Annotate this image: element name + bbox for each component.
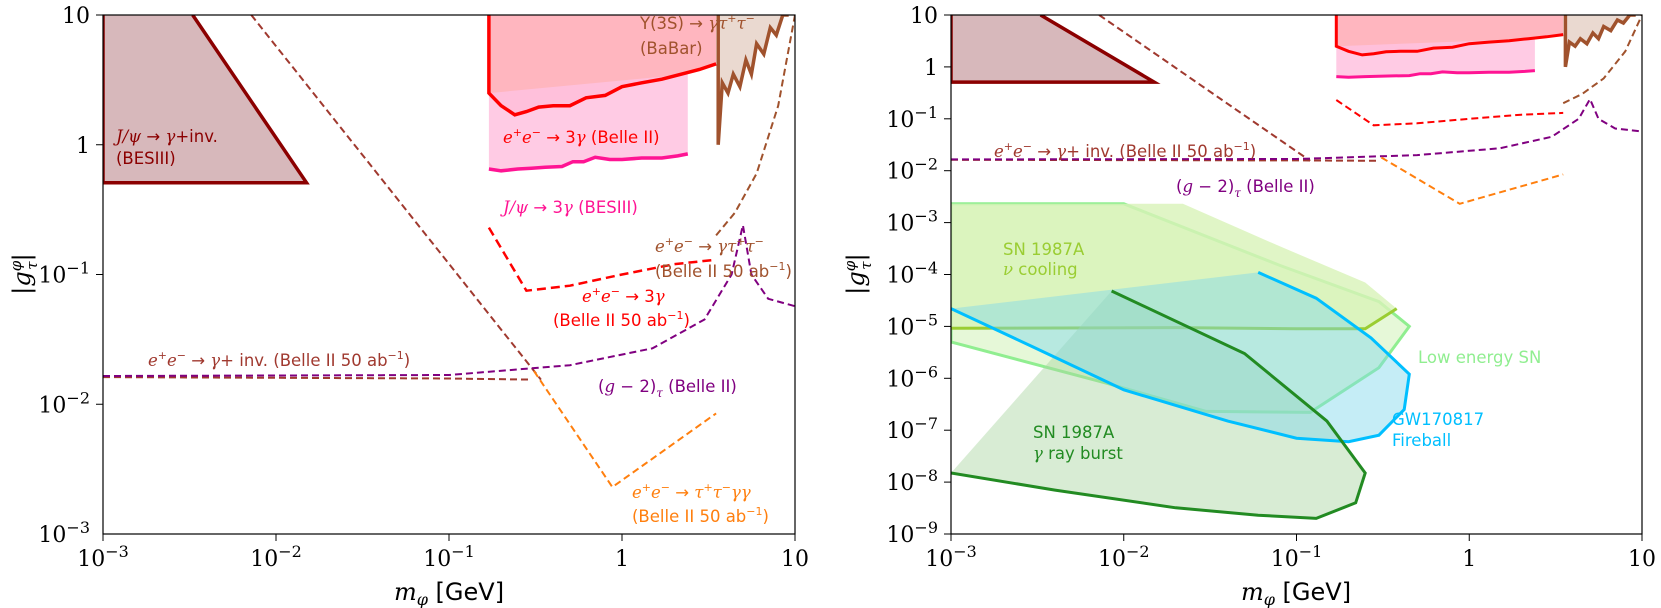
- r-y-tick-1e-7: 10−7: [886, 414, 938, 444]
- x-tick-1e-2: 10−2: [250, 542, 302, 572]
- r-belle2-3gamma-line: [1334, 15, 1564, 57]
- belle2-50-tautaugg-dashed: [533, 370, 717, 489]
- left-plot-area: [103, 15, 795, 489]
- r-x-tick-10: 10: [1628, 547, 1656, 572]
- babar-line: [716, 15, 789, 145]
- right-panel: 10−3 10−2 10−1 1 10 10 1 10−1 10−2 10−3 …: [841, 4, 1656, 608]
- r-besiii-3gamma-line: [1336, 69, 1536, 79]
- ann-belle2-50-ttgg-2: (Belle II 50 ab−1): [632, 505, 769, 526]
- y-tick-1e-3: 10−3: [38, 518, 90, 548]
- r-x-tick-1e-3: 10−3: [925, 542, 977, 572]
- r-x-tick-1: 1: [1462, 547, 1476, 572]
- r-besiii-jpsi-inv-line: [951, 15, 1161, 84]
- r-g-2-tau-dashed: [951, 96, 1642, 161]
- ann-babar-1: Υ(3S) → γτ+τ−: [639, 12, 755, 33]
- r-y-tick-10: 10: [910, 4, 938, 29]
- r-y-tick-1: 1: [924, 56, 938, 81]
- belle2-50-gamma-inv-dashed: [103, 376, 532, 381]
- r-belle2-50-gamma-tautau-dashed: [1562, 15, 1642, 105]
- r-besiii-jpsi-inv-region: [951, 15, 1155, 83]
- r-ann-gw-1: GW170817: [1392, 410, 1484, 429]
- ann-belle2-50-gtt-1: e+e− → γτ+τ−: [655, 235, 764, 256]
- right-y-tick-labels: 10 1 10−1 10−2 10−3 10−4 10−5 10−6 10−7 …: [886, 4, 938, 548]
- r-ann-g-2-tau: (g − 2)τ (Belle II): [1176, 177, 1315, 200]
- belle2-50-3gamma-dashed: [487, 226, 717, 293]
- r-y-tick-1e-2: 10−2: [886, 155, 938, 185]
- r-belle2-50-tautaugg-dashed: [1380, 156, 1564, 205]
- x-tick-1e-1: 10−1: [423, 542, 475, 572]
- left-ticks: [96, 14, 796, 541]
- r-y-tick-1e-1: 10−1: [886, 103, 938, 133]
- babar-region: [718, 15, 789, 145]
- r-y-tick-1e-8: 10−8: [886, 466, 938, 496]
- x-tick-10: 10: [781, 547, 809, 572]
- ann-belle2-3gamma: e+e− → 3γ (Belle II): [503, 126, 660, 147]
- y-tick-1: 1: [76, 134, 90, 159]
- y-tick-1e-1: 10−1: [38, 259, 90, 289]
- r-ann-low-sn: Low energy SN: [1418, 348, 1541, 367]
- right-x-tick-labels: 10−3 10−2 10−1 1 10: [925, 542, 1656, 572]
- besiii-jpsi-inv-region: [103, 15, 307, 183]
- ann-belle2-50-gtt-2: (Belle II 50 ab−1): [655, 260, 792, 281]
- r-besiii-3gamma-region: [1336, 38, 1535, 78]
- ann-babar-2: (BaBar): [640, 39, 703, 58]
- r-y-tick-1e-6: 10−6: [886, 362, 938, 392]
- ann-belle2-50-ginv: e+e− → γ+ inv. (Belle II 50 ab−1): [148, 349, 410, 370]
- left-y-tick-labels: 10 1 10−1 10−2 10−3: [38, 4, 90, 548]
- besiii-3gamma-region: [488, 74, 688, 171]
- r-ann-sn-nu-2: ν cooling: [1003, 260, 1078, 279]
- besiii-3gamma-line: [488, 152, 689, 173]
- r-besiii-extrapolation-dashed: [1098, 15, 1311, 162]
- r-y-tick-1e-4: 10−4: [886, 259, 938, 289]
- left-y-axis-label: |gφτ|: [7, 253, 41, 294]
- ann-besiii-3gamma: J/ψ → 3γ (BESIII): [500, 198, 638, 217]
- sn1987a-gamma-burst-line: [951, 289, 1367, 520]
- right-plot-area: [951, 15, 1642, 520]
- left-x-axis-label: mφ [GeV]: [394, 578, 504, 608]
- right-x-axis-label: mφ [GeV]: [1241, 578, 1351, 608]
- ann-belle2-50-ttgg-1: e+e− → τ+τ−γγ: [632, 481, 751, 502]
- r-x-tick-1e-2: 10−2: [1098, 542, 1150, 572]
- r-y-tick-1e-3: 10−3: [886, 207, 938, 237]
- left-x-tick-labels: 10−3 10−2 10−1 1 10: [77, 542, 809, 572]
- r-ann-sn-nu-1: SN 1987A: [1003, 240, 1085, 259]
- y-tick-1e-2: 10−2: [38, 388, 90, 418]
- belle2-3gamma-line: [487, 15, 717, 117]
- x-tick-1e-3: 10−3: [77, 542, 129, 572]
- y-tick-10: 10: [62, 4, 90, 29]
- r-y-tick-1e-5: 10−5: [886, 310, 938, 340]
- r-ann-gw-2: Fireball: [1392, 431, 1451, 450]
- sn1987a-nu-cooling-lower-line: [951, 307, 1398, 331]
- sn1987a-gamma-burst-region: [951, 291, 1366, 519]
- r-ann-sn-gam-1: SN 1987A: [1033, 423, 1115, 442]
- ann-besiii-inv-1: J/ψ → γ+inv.: [113, 127, 218, 146]
- gw170817-fireball-region: [951, 272, 1410, 442]
- belle2-50-gamma-tautau-dashed: [715, 15, 795, 237]
- right-y-axis-label: |gφτ|: [841, 253, 875, 294]
- sn1987a-nu-cooling-region: [951, 203, 1397, 329]
- r-babar-region: [1565, 15, 1636, 67]
- left-panel: 10−3 10−2 10−1 1 10 10 1 10−1 10−2 10−3 …: [7, 4, 809, 608]
- r-y-tick-1e-9: 10−9: [886, 518, 938, 548]
- r-babar-line: [1563, 15, 1636, 68]
- ann-g-2-tau: (g − 2)τ (Belle II): [598, 377, 737, 400]
- ann-belle2-50-3gamma-2: (Belle II 50 ab−1): [553, 309, 690, 330]
- x-tick-1: 1: [615, 547, 629, 572]
- r-ann-belle2-50-ginv: e+e− → γ+ inv. (Belle II 50 ab−1): [994, 140, 1256, 161]
- gw170817-fireball-line: [951, 271, 1411, 444]
- right-ticks: [944, 14, 1643, 541]
- ann-besiii-inv-2: (BESIII): [116, 149, 176, 168]
- r-ann-sn-gam-2: γ ray burst: [1033, 444, 1123, 463]
- r-x-tick-1e-1: 10−1: [1271, 542, 1323, 572]
- besiii-jpsi-inv-line: [103, 15, 310, 185]
- besiii-extrapolation-dashed: [250, 15, 542, 381]
- r-belle2-50-3gamma-dashed: [1335, 99, 1564, 127]
- ann-belle2-50-3gamma-1: e+e− → 3γ: [582, 285, 665, 306]
